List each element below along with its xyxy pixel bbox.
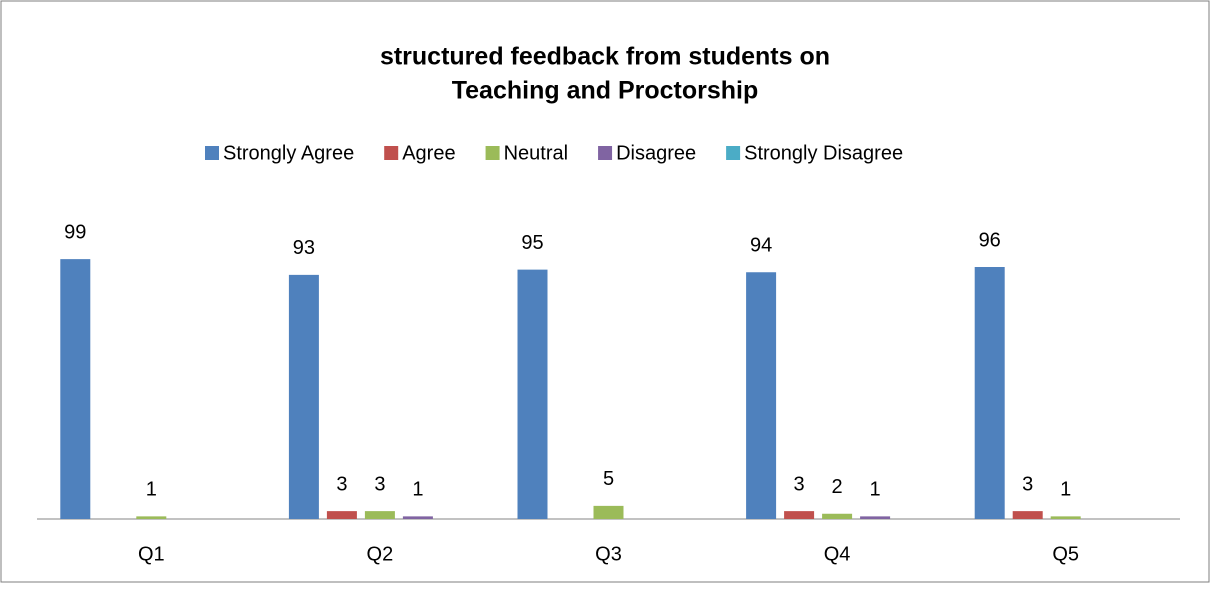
bar [402, 516, 433, 519]
bar [974, 267, 1005, 519]
data-label: 95 [521, 232, 543, 254]
x-tick-label: Q2 [367, 543, 394, 565]
bar [593, 505, 624, 519]
legend-label: Strongly Disagree [744, 142, 903, 164]
legend-swatch [726, 146, 741, 160]
bar [784, 511, 815, 519]
legend-label: Agree [402, 142, 455, 164]
data-label: 1 [1060, 479, 1071, 501]
legend-swatch [598, 146, 613, 160]
bar [136, 516, 167, 519]
bar [1050, 516, 1081, 519]
data-label: 3 [794, 473, 805, 495]
data-label: 93 [293, 237, 315, 259]
bar [60, 259, 91, 519]
bar [1012, 511, 1043, 519]
bar [326, 511, 357, 519]
legend-swatch [485, 146, 500, 160]
chart-title: Teaching and Proctorship [452, 77, 759, 105]
data-label: 99 [64, 221, 86, 243]
data-label: 1 [146, 479, 157, 501]
bar [364, 511, 395, 519]
x-tick-label: Q3 [595, 543, 622, 565]
legend-label: Strongly Agree [223, 142, 354, 164]
data-label: 5 [603, 468, 614, 490]
data-label: 1 [412, 479, 423, 501]
bar [288, 274, 319, 519]
data-label: 1 [870, 479, 881, 501]
x-tick-label: Q1 [138, 543, 165, 565]
x-tick-label: Q4 [824, 543, 851, 565]
bar [517, 269, 548, 519]
chart-title: structured feedback from students on [380, 43, 830, 71]
bar [860, 516, 891, 519]
bar [822, 513, 853, 519]
bar [746, 272, 777, 519]
legend-swatch [384, 146, 399, 160]
data-label: 3 [1022, 473, 1033, 495]
legend-swatch [205, 146, 219, 160]
data-label: 94 [750, 235, 772, 257]
x-tick-label: Q5 [1052, 543, 1079, 565]
data-label: 3 [374, 473, 385, 495]
data-label: 3 [336, 473, 347, 495]
legend-label: Neutral [504, 142, 568, 164]
legend-label: Disagree [616, 142, 696, 164]
data-label: 96 [979, 229, 1001, 251]
data-label: 2 [832, 476, 843, 498]
